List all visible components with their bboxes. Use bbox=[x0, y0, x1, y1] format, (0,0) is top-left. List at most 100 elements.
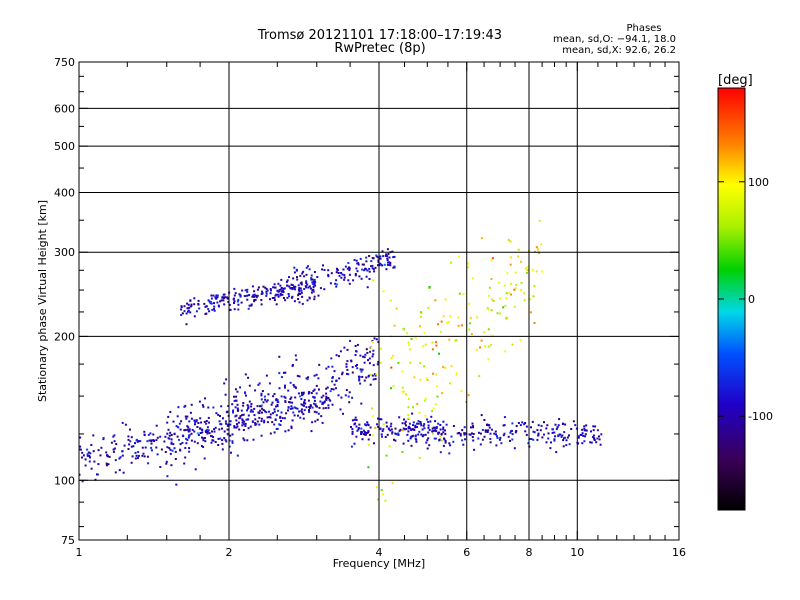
data-point bbox=[198, 427, 201, 430]
data-point bbox=[467, 394, 470, 397]
data-point bbox=[426, 379, 429, 381]
data-point bbox=[141, 454, 144, 457]
data-point bbox=[464, 438, 466, 441]
data-point bbox=[385, 268, 388, 271]
data-point bbox=[188, 447, 191, 450]
data-point bbox=[499, 436, 502, 439]
data-point bbox=[163, 440, 166, 443]
data-point bbox=[275, 428, 278, 430]
data-point bbox=[340, 272, 343, 274]
data-point bbox=[143, 455, 146, 458]
data-point bbox=[257, 286, 260, 289]
data-point bbox=[254, 418, 257, 421]
chart-subtitle: RwPretec (8p) bbox=[334, 41, 425, 56]
data-point bbox=[438, 352, 440, 355]
data-point bbox=[222, 299, 225, 302]
data-point bbox=[272, 395, 275, 398]
data-point bbox=[330, 272, 333, 275]
data-point bbox=[532, 430, 535, 433]
data-point bbox=[547, 437, 550, 440]
data-point bbox=[408, 427, 411, 430]
data-point bbox=[205, 305, 208, 308]
data-point bbox=[78, 448, 81, 451]
data-point bbox=[427, 437, 430, 440]
data-point bbox=[387, 253, 390, 255]
data-point bbox=[339, 408, 342, 411]
data-point bbox=[389, 299, 392, 302]
data-point bbox=[420, 424, 423, 427]
data-point bbox=[291, 364, 294, 366]
data-point bbox=[357, 263, 360, 266]
data-point bbox=[280, 395, 283, 398]
data-point bbox=[367, 466, 370, 469]
data-point bbox=[489, 441, 492, 444]
data-point bbox=[419, 315, 422, 318]
data-point bbox=[417, 422, 420, 425]
data-point bbox=[129, 440, 132, 443]
data-point bbox=[300, 398, 303, 401]
data-point bbox=[348, 401, 351, 404]
data-point bbox=[593, 439, 596, 441]
data-point bbox=[231, 403, 234, 406]
data-point bbox=[313, 271, 316, 273]
data-point bbox=[554, 423, 557, 426]
data-point bbox=[434, 403, 437, 406]
data-point bbox=[102, 438, 105, 441]
data-point bbox=[370, 265, 373, 268]
data-point bbox=[481, 429, 484, 431]
data-point bbox=[367, 438, 370, 441]
data-point bbox=[286, 279, 289, 282]
data-point bbox=[377, 425, 380, 428]
data-point bbox=[269, 298, 271, 301]
data-point bbox=[134, 457, 137, 460]
data-point bbox=[213, 308, 215, 311]
data-point bbox=[273, 431, 276, 434]
data-point bbox=[294, 396, 297, 399]
data-point bbox=[258, 423, 261, 426]
data-point bbox=[196, 432, 199, 435]
data-point bbox=[444, 441, 447, 444]
data-point bbox=[250, 405, 253, 408]
data-point bbox=[311, 421, 314, 424]
data-point bbox=[385, 425, 388, 428]
data-point bbox=[308, 285, 311, 288]
data-point bbox=[395, 307, 398, 310]
data-point bbox=[354, 416, 357, 419]
data-point bbox=[375, 255, 378, 258]
data-point bbox=[471, 425, 474, 428]
data-point bbox=[593, 437, 596, 440]
data-point bbox=[247, 414, 250, 417]
data-point bbox=[345, 363, 348, 366]
data-point bbox=[436, 385, 438, 388]
data-point bbox=[246, 418, 249, 421]
data-point bbox=[322, 407, 325, 410]
data-point bbox=[312, 286, 315, 288]
data-point bbox=[563, 431, 566, 434]
stats-heading: Phases bbox=[626, 23, 661, 34]
data-point bbox=[321, 402, 324, 405]
data-point bbox=[97, 463, 100, 466]
data-point bbox=[225, 440, 228, 443]
data-point bbox=[188, 430, 191, 433]
data-point bbox=[266, 289, 269, 292]
data-point bbox=[260, 434, 263, 437]
data-point bbox=[380, 433, 383, 436]
data-point bbox=[175, 425, 178, 428]
data-point bbox=[210, 441, 213, 444]
data-point bbox=[479, 346, 481, 349]
data-point bbox=[500, 442, 503, 445]
data-point bbox=[410, 444, 413, 447]
data-point bbox=[88, 460, 91, 463]
data-point bbox=[359, 354, 362, 357]
data-point bbox=[423, 427, 426, 430]
data-point bbox=[488, 426, 491, 429]
data-point bbox=[390, 387, 392, 390]
data-point bbox=[237, 409, 240, 412]
data-point bbox=[159, 466, 162, 468]
data-point bbox=[590, 430, 592, 433]
data-point bbox=[466, 266, 469, 269]
data-point bbox=[557, 424, 560, 427]
colorbar-tick-label: 0 bbox=[748, 293, 755, 306]
data-point bbox=[424, 397, 427, 400]
data-point bbox=[287, 406, 290, 409]
